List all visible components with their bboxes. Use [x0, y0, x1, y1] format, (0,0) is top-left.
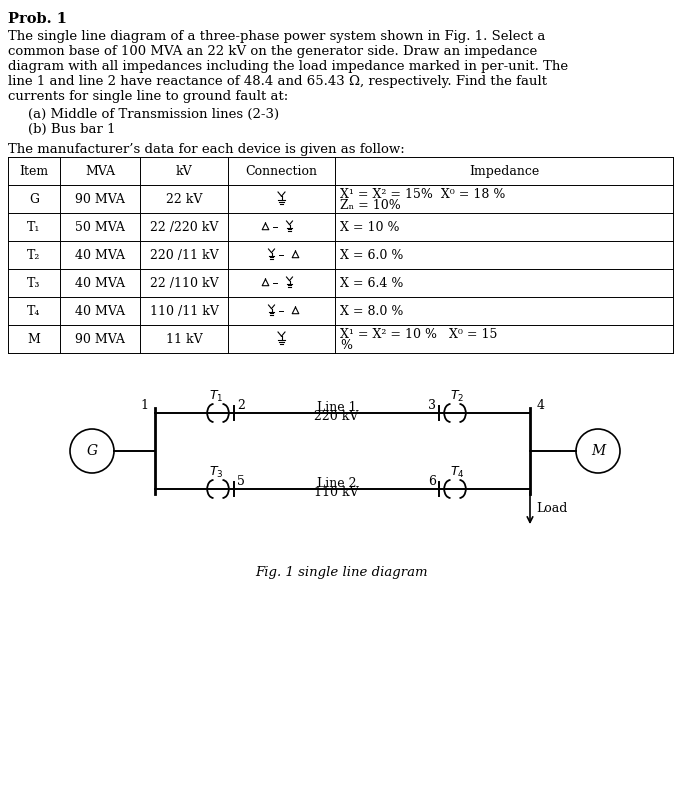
Text: $T_2$: $T_2$	[450, 389, 464, 404]
Text: X = 8.0 %: X = 8.0 %	[340, 304, 404, 318]
Text: 6: 6	[428, 475, 436, 488]
Text: X = 6.0 %: X = 6.0 %	[340, 248, 404, 262]
Text: Fig. 1 single line diagram: Fig. 1 single line diagram	[255, 566, 428, 579]
Text: 40 MVA: 40 MVA	[75, 277, 125, 289]
Text: 110 kV: 110 kV	[314, 486, 359, 499]
Text: 4: 4	[537, 399, 545, 412]
Text: (b) Bus bar 1: (b) Bus bar 1	[28, 123, 115, 136]
Text: 1: 1	[140, 399, 148, 412]
Text: G: G	[29, 192, 39, 206]
Text: $T_4$: $T_4$	[449, 465, 464, 480]
Text: Item: Item	[19, 165, 48, 177]
Text: Prob. 1: Prob. 1	[8, 12, 67, 26]
Text: MVA: MVA	[85, 165, 115, 177]
Text: T₂: T₂	[27, 248, 41, 262]
Text: 22 kV: 22 kV	[166, 192, 202, 206]
Text: 90 MVA: 90 MVA	[75, 192, 125, 206]
Text: Connection: Connection	[245, 165, 318, 177]
Text: 90 MVA: 90 MVA	[75, 333, 125, 345]
Text: 22 /110 kV: 22 /110 kV	[150, 277, 219, 289]
Text: 5: 5	[237, 475, 245, 488]
Text: M: M	[27, 333, 40, 345]
Text: The single line diagram of a three-phase power system shown in Fig. 1. Select a: The single line diagram of a three-phase…	[8, 30, 545, 43]
Text: 3: 3	[428, 399, 436, 412]
Text: 110 /11 kV: 110 /11 kV	[150, 304, 219, 318]
Text: T₃: T₃	[27, 277, 41, 289]
Text: 40 MVA: 40 MVA	[75, 304, 125, 318]
Text: 22 /220 kV: 22 /220 kV	[150, 221, 218, 233]
Text: common base of 100 MVA an 22 kV on the generator side. Draw an impedance: common base of 100 MVA an 22 kV on the g…	[8, 45, 538, 58]
Text: M: M	[591, 444, 605, 458]
Text: $T_3$: $T_3$	[209, 465, 223, 480]
Text: 40 MVA: 40 MVA	[75, 248, 125, 262]
Text: T₁: T₁	[27, 221, 41, 233]
Text: kV: kV	[176, 165, 193, 177]
Text: T₄: T₄	[27, 304, 41, 318]
Text: 2: 2	[237, 399, 245, 412]
Text: currents for single line to ground fault at:: currents for single line to ground fault…	[8, 90, 288, 103]
Text: diagram with all impedances including the load impedance marked in per-unit. The: diagram with all impedances including th…	[8, 60, 568, 73]
Text: X¹ = X² = 15%  X⁰ = 18 %: X¹ = X² = 15% X⁰ = 18 %	[340, 188, 505, 201]
Text: X = 10 %: X = 10 %	[340, 221, 400, 233]
Text: 220 kV: 220 kV	[314, 410, 359, 423]
Text: Zₙ = 10%: Zₙ = 10%	[340, 199, 401, 212]
Text: $T_1$: $T_1$	[209, 389, 223, 404]
Text: Load: Load	[536, 501, 568, 515]
Text: 50 MVA: 50 MVA	[75, 221, 125, 233]
Text: line 1 and line 2 have reactance of 48.4 and 65.43 Ω, respectively. Find the fau: line 1 and line 2 have reactance of 48.4…	[8, 75, 547, 88]
Text: %: %	[340, 339, 352, 351]
Text: X = 6.4 %: X = 6.4 %	[340, 277, 404, 289]
Text: Impedance: Impedance	[469, 165, 539, 177]
Text: X¹ = X² = 10 %   X⁰ = 15: X¹ = X² = 10 % X⁰ = 15	[340, 329, 497, 341]
Text: G: G	[87, 444, 98, 458]
Text: 220 /11 kV: 220 /11 kV	[150, 248, 219, 262]
Text: Line 2: Line 2	[317, 477, 357, 490]
Text: 11 kV: 11 kV	[166, 333, 202, 345]
Text: The manufacturer’s data for each device is given as follow:: The manufacturer’s data for each device …	[8, 143, 405, 156]
Text: Line 1: Line 1	[317, 401, 357, 414]
Text: (a) Middle of Transmission lines (2-3): (a) Middle of Transmission lines (2-3)	[28, 108, 279, 121]
